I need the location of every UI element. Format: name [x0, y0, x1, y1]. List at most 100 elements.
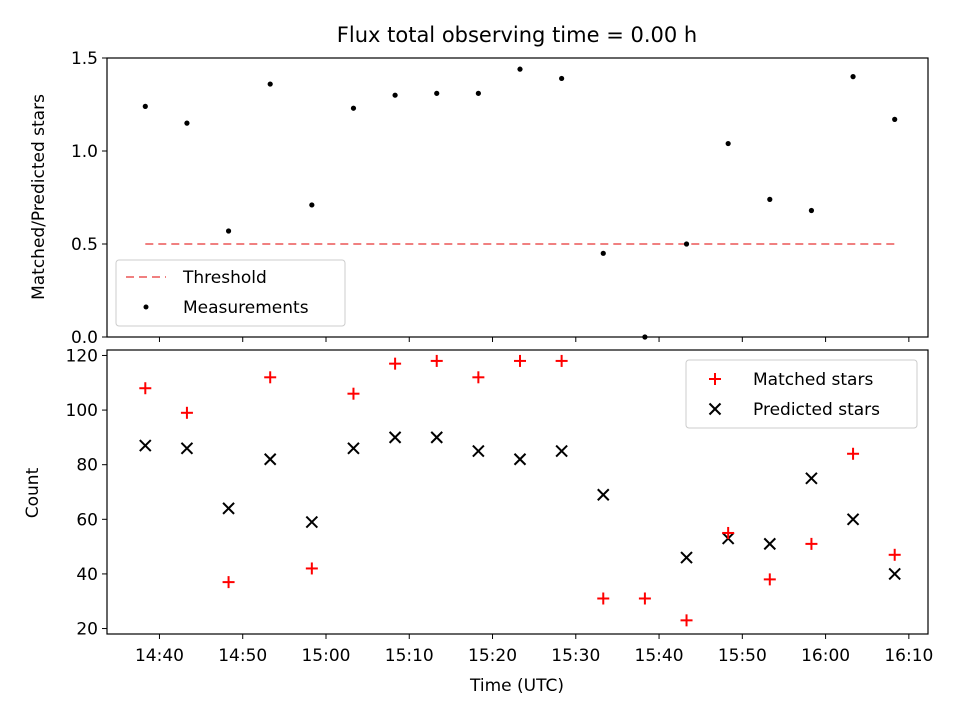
- legend-measurements-label: Measurements: [183, 298, 309, 318]
- bottom-y-tick-label: 40: [76, 565, 98, 585]
- bottom-y-tick-label: 60: [76, 510, 98, 530]
- matched-star-point: [264, 371, 277, 384]
- matched-star-point: [638, 592, 651, 605]
- predicted-star-point: [472, 444, 485, 458]
- measurement-point: [309, 202, 315, 208]
- measurement-point: [517, 66, 523, 72]
- predicted-star-point: [513, 453, 527, 466]
- predicted-star-point: [555, 444, 568, 458]
- legend-predicted-swatch: [708, 402, 722, 416]
- legend-predicted-label: Predicted stars: [753, 400, 880, 420]
- matched-star-point: [430, 354, 443, 367]
- top-legend: Threshold Measurements: [115, 259, 346, 327]
- predicted-star-point: [430, 431, 443, 444]
- predicted-star-point: [347, 442, 360, 455]
- matched-star-point: [805, 537, 818, 550]
- x-axis-label: Time (UTC): [469, 676, 564, 696]
- bottom-legend-box: [685, 359, 918, 429]
- predicted-star-point: [597, 488, 610, 501]
- measurement-point: [184, 120, 190, 126]
- measurement-point: [600, 250, 606, 256]
- legend-measurements-swatch: [143, 304, 149, 310]
- bottom-x-tick-label: 16:00: [801, 646, 850, 666]
- matched-star-point: [763, 573, 776, 586]
- matched-star-point: [305, 562, 318, 575]
- bottom-x-tick-label: 15:20: [468, 646, 517, 666]
- matched-star-point: [555, 354, 568, 367]
- bottom-y-tick-label: 20: [76, 620, 98, 640]
- matched-star-point: [139, 382, 152, 395]
- measurement-point: [350, 105, 357, 111]
- legend-predicted-marker: [708, 402, 722, 416]
- bottom-x-tick-label: 15:30: [551, 646, 600, 666]
- bottom-x-tick-label: 15:00: [301, 646, 350, 666]
- bottom-y-axis-label: Count: [23, 467, 43, 518]
- top-y-tick-label: 1.0: [71, 142, 98, 162]
- bottom-y-tick-label: 100: [66, 401, 98, 421]
- top-x-ticks: [158, 337, 910, 342]
- measurement-point: [892, 116, 898, 122]
- predicted-star-point: [222, 502, 235, 515]
- predicted-star-point: [180, 442, 194, 455]
- measurement-point: [642, 334, 648, 340]
- matched-star-point: [513, 354, 526, 367]
- bottom-x-tick-label: 16:10: [884, 646, 933, 666]
- legend-matched-label: Matched stars: [753, 370, 873, 390]
- bottom-legend: Matched stars Predicted stars: [685, 359, 918, 429]
- predicted-star-point: [763, 537, 777, 551]
- bottom-panel: 20 40 60 80 100 120 14:40 14:50 15:00 15:10 15:20…: [23, 346, 933, 696]
- measurement-point: [267, 81, 273, 87]
- top-y-tick-label: 1.5: [71, 49, 98, 69]
- measurement-point: [767, 196, 773, 202]
- bottom-x-tick-label: 14:50: [218, 646, 267, 666]
- predicted-star-point: [846, 513, 860, 526]
- predicted-star-point: [388, 431, 402, 444]
- measurement-point: [475, 90, 481, 96]
- bottom-y-tick-label: 80: [76, 456, 98, 476]
- measurement-point: [808, 207, 815, 214]
- measurement-point: [683, 241, 690, 247]
- bottom-x-ticks: 14:40 14:50 15:00 15:10 15:20 15:30 15:40 15:50…: [135, 634, 933, 666]
- measurement-point: [559, 75, 565, 82]
- bottom-axes-frame: [106, 349, 929, 635]
- bottom-x-tick-label: 14:40: [135, 646, 184, 666]
- top-y-ticks: 0.0 0.5 1.0 1.5: [71, 49, 107, 348]
- top-panel: 0.0 0.5 1.0 1.5 Matched/Predicted stars Thr…: [29, 49, 929, 348]
- legend-matched-swatch: [709, 373, 721, 385]
- top-y-tick-label: 0.5: [71, 235, 98, 255]
- matched-star-point: [680, 614, 693, 627]
- count-points: [139, 354, 901, 627]
- predicted-star-point: [805, 472, 818, 485]
- bottom-y-ticks: 20 40 60 80 100 120: [66, 346, 107, 640]
- matched-star-point: [847, 447, 860, 460]
- measurement-point: [434, 90, 440, 96]
- predicted-star-point: [263, 453, 277, 466]
- matched-star-point: [347, 387, 360, 400]
- measurement-point: [392, 92, 398, 98]
- legend-matched-marker: [709, 373, 721, 385]
- top-y-tick-label: 0.0: [71, 328, 98, 348]
- matched-star-point: [472, 371, 485, 384]
- bottom-y-tick-label: 120: [66, 346, 98, 366]
- measurement-point: [850, 74, 856, 80]
- bottom-x-tick-label: 15:50: [718, 646, 767, 666]
- measurement-point: [725, 140, 731, 147]
- matched-star-point: [722, 526, 735, 539]
- predicted-star-point: [680, 551, 693, 564]
- matched-star-point: [222, 576, 235, 589]
- measurement-point: [225, 228, 232, 234]
- chart-title: Flux total observing time = 0.00 h: [337, 23, 697, 47]
- top-y-axis-label: Matched/Predicted stars: [29, 94, 49, 300]
- measurement-point: [142, 103, 148, 109]
- top-legend-box: [115, 259, 346, 327]
- matched-star-point: [389, 357, 402, 370]
- top-axes-frame: [106, 57, 929, 338]
- matched-star-point: [180, 406, 193, 419]
- predicted-star-point: [888, 567, 901, 581]
- bottom-x-tick-label: 15:40: [635, 646, 684, 666]
- matched-star-point: [597, 592, 610, 605]
- bottom-x-tick-label: 15:10: [385, 646, 434, 666]
- measurement-points: [142, 66, 898, 340]
- matched-star-point: [888, 548, 901, 561]
